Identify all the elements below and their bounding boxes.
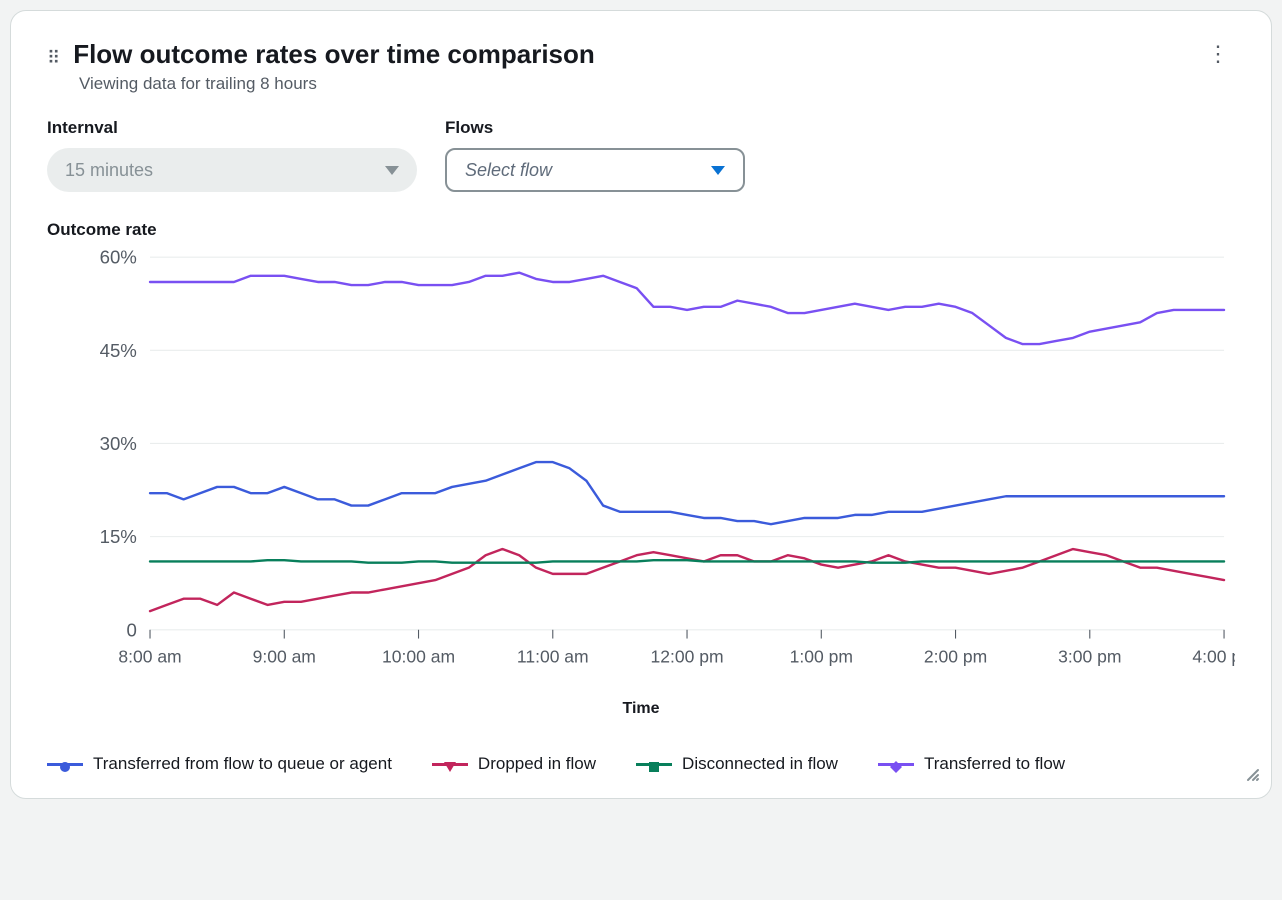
svg-text:9:00 am: 9:00 am <box>253 647 316 667</box>
chevron-down-icon <box>711 166 725 175</box>
controls-row: Internval 15 minutes Flows Select flow <box>47 118 1235 192</box>
drag-handle-icon[interactable]: ⠿ <box>47 49 61 67</box>
card-header: ⠿ Flow outcome rates over time compariso… <box>47 39 1235 94</box>
interval-label: Internval <box>47 118 417 138</box>
svg-text:10:00 am: 10:00 am <box>382 647 455 667</box>
svg-text:3:00 pm: 3:00 pm <box>1058 647 1121 667</box>
svg-text:15%: 15% <box>100 526 137 547</box>
resize-handle-icon[interactable] <box>1245 767 1261 788</box>
svg-text:12:00 pm: 12:00 pm <box>651 647 724 667</box>
legend-item: Disconnected in flow <box>636 754 838 774</box>
svg-text:4:00 pm: 4:00 pm <box>1192 647 1235 667</box>
chevron-down-icon <box>385 166 399 175</box>
legend-label: Disconnected in flow <box>682 754 838 774</box>
legend-swatch <box>878 757 914 771</box>
card-subtitle: Viewing data for trailing 8 hours <box>79 74 595 94</box>
legend-item: Dropped in flow <box>432 754 596 774</box>
legend-item: Transferred from flow to queue or agent <box>47 754 392 774</box>
y-axis-title: Outcome rate <box>47 220 1235 240</box>
interval-control: Internval 15 minutes <box>47 118 417 192</box>
legend-label: Transferred from flow to queue or agent <box>93 754 392 774</box>
chart-container: 0 15% 30% 45% 60% 8:00 am 9:00 am 10:00 am 11:00… <box>47 244 1235 682</box>
svg-text:8:00 am: 8:00 am <box>118 647 181 667</box>
flows-select[interactable]: Select flow <box>445 148 745 192</box>
x-axis-title: Time <box>47 700 1235 718</box>
title-row: ⠿ Flow outcome rates over time compariso… <box>47 39 595 70</box>
flows-label: Flows <box>445 118 745 138</box>
flows-control: Flows Select flow <box>445 118 745 192</box>
svg-text:60%: 60% <box>100 247 137 268</box>
interval-select[interactable]: 15 minutes <box>47 148 417 192</box>
legend-item: Transferred to flow <box>878 754 1065 774</box>
card-title: Flow outcome rates over time comparison <box>73 39 595 70</box>
svg-text:0: 0 <box>127 619 137 640</box>
svg-text:2:00 pm: 2:00 pm <box>924 647 987 667</box>
legend-swatch <box>47 757 83 771</box>
legend-label: Dropped in flow <box>478 754 596 774</box>
kebab-menu-icon[interactable]: ⋮ <box>1201 39 1235 69</box>
interval-value: 15 minutes <box>65 160 153 181</box>
svg-text:11:00 am: 11:00 am <box>517 647 589 667</box>
svg-text:45%: 45% <box>100 340 137 361</box>
title-block: ⠿ Flow outcome rates over time compariso… <box>47 39 595 94</box>
outcome-rate-chart: 0 15% 30% 45% 60% 8:00 am 9:00 am 10:00 am 11:00… <box>47 244 1235 682</box>
flows-placeholder: Select flow <box>465 160 552 181</box>
legend-label: Transferred to flow <box>924 754 1065 774</box>
legend-swatch <box>432 757 468 771</box>
chart-legend: Transferred from flow to queue or agent … <box>47 754 1235 774</box>
svg-text:30%: 30% <box>100 433 137 454</box>
legend-swatch <box>636 757 672 771</box>
widget-card: ⠿ Flow outcome rates over time compariso… <box>10 10 1272 799</box>
svg-text:1:00 pm: 1:00 pm <box>790 647 853 667</box>
page: ⠿ Flow outcome rates over time compariso… <box>0 0 1282 809</box>
